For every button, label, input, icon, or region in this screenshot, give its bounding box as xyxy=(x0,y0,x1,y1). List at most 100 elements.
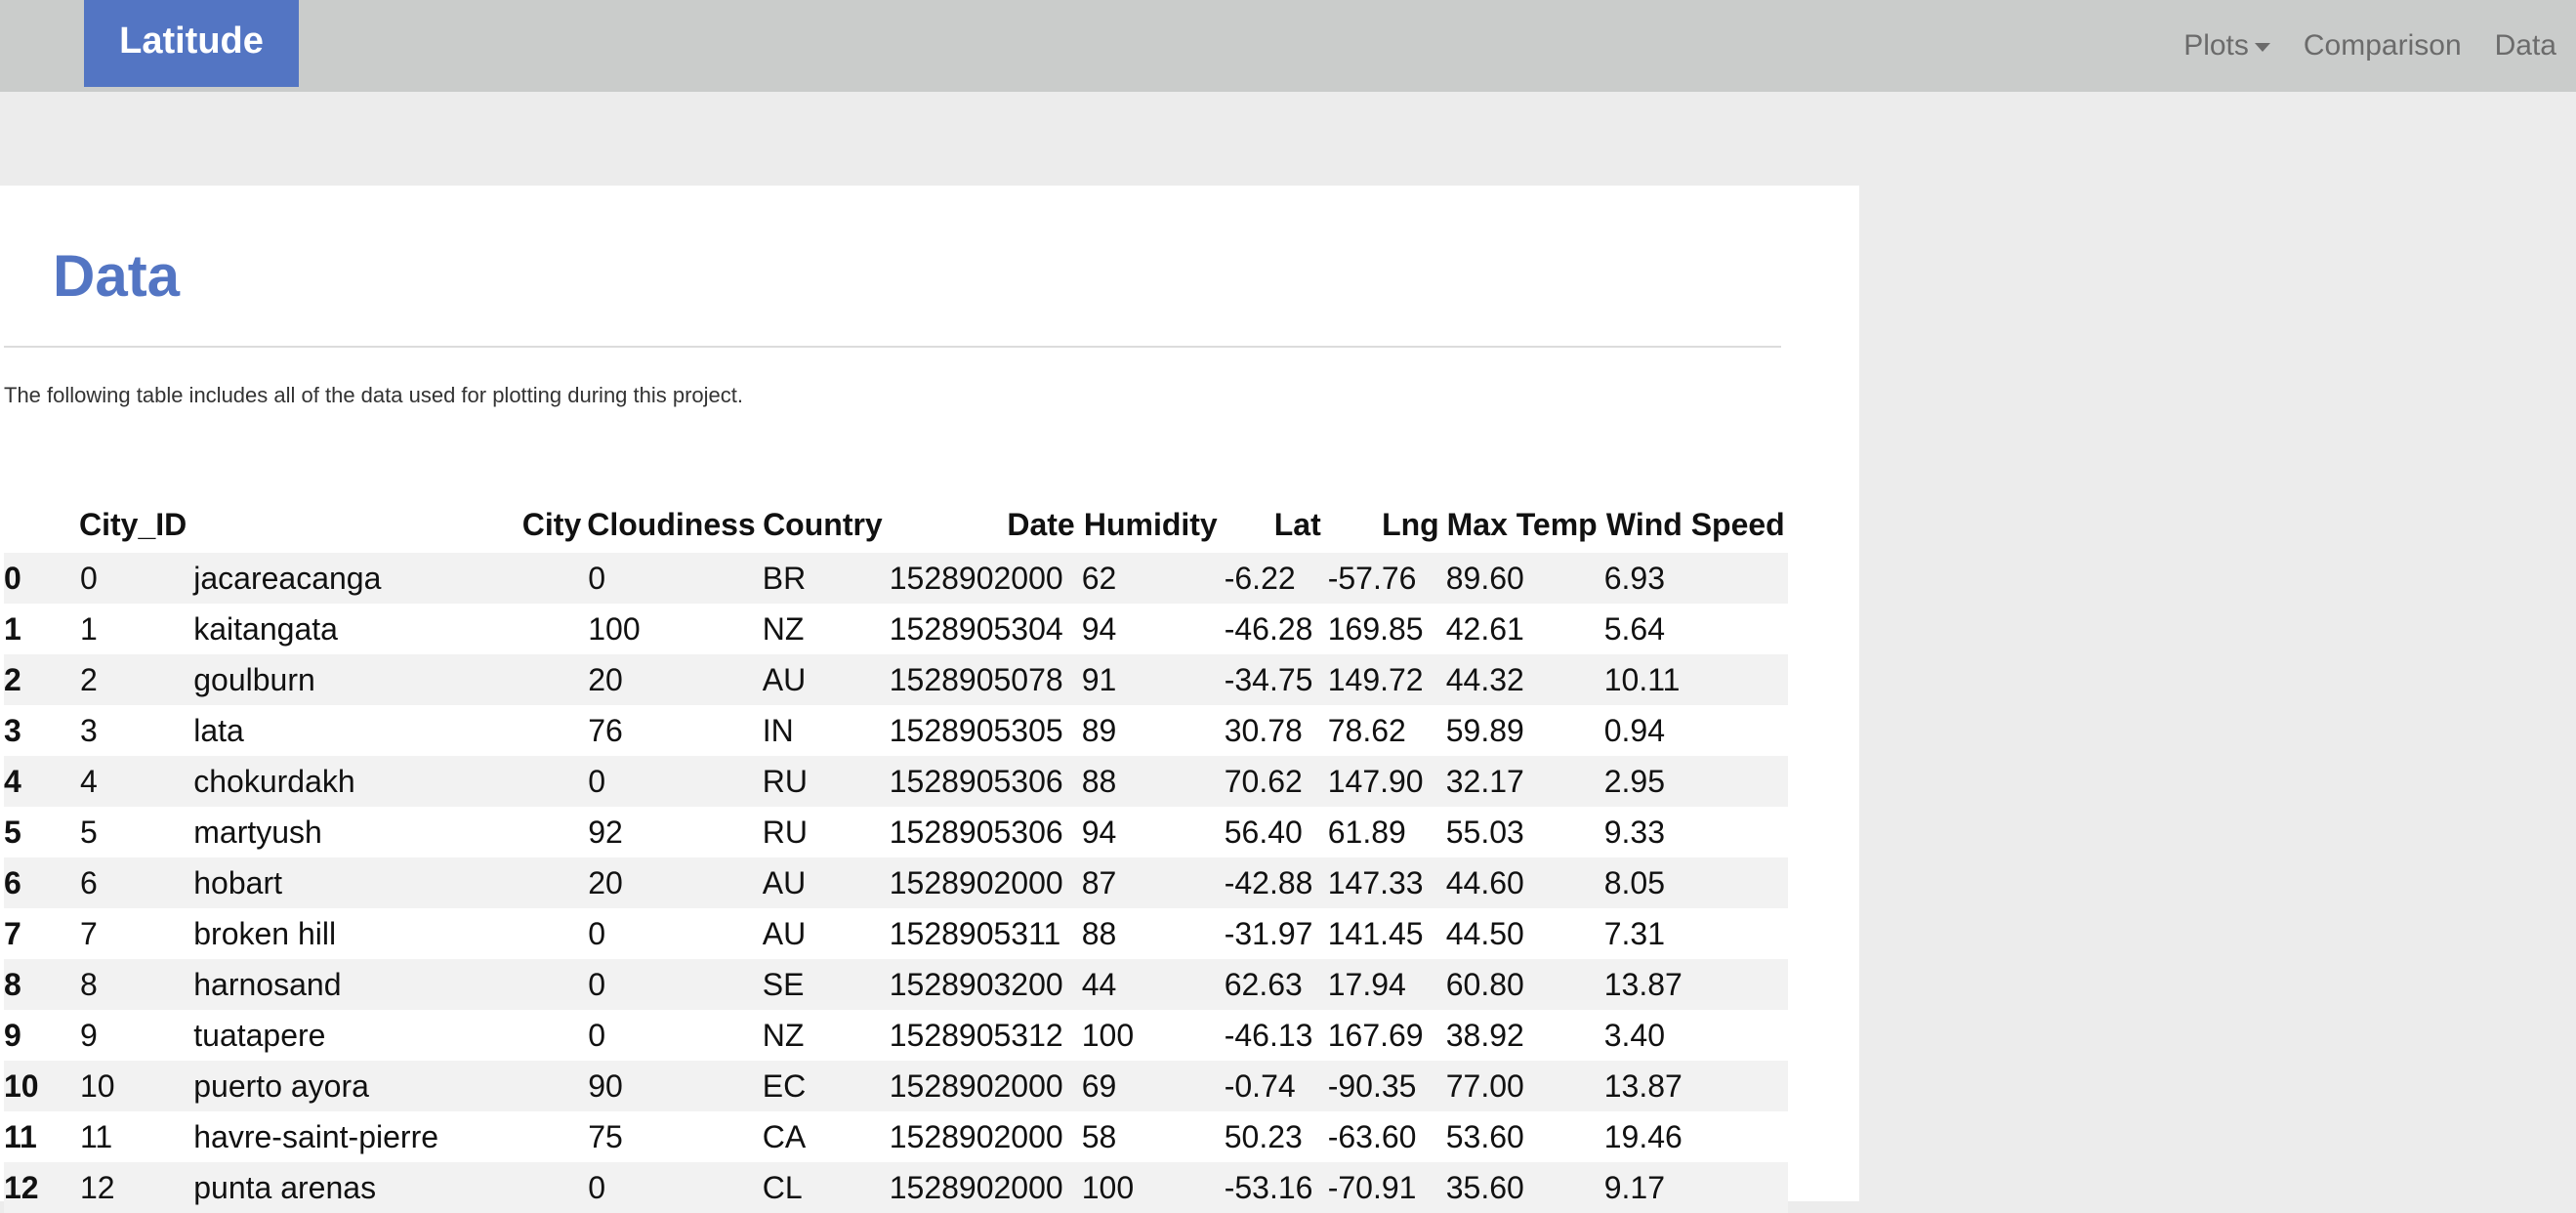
table-cell: NZ xyxy=(762,1017,805,1053)
table-cell: CA xyxy=(762,1118,807,1154)
table-row: 12 12 punta arenas 0 CL 1528902000 100 -53.16 -7… xyxy=(4,1162,1788,1213)
table-row: 0 0 jacareacanga 0 BR 1528902000 62 -6.22 -57.76… xyxy=(4,553,1788,604)
table-cell: 50.23 xyxy=(1224,1118,1303,1154)
table-cell: NZ xyxy=(762,610,805,647)
column-header: Date xyxy=(1007,506,1075,542)
table-cell: -63.60 xyxy=(1327,1118,1417,1154)
table-row: 1 1 kaitangata 100 NZ 1528905304 94 -46.28 169.8… xyxy=(4,604,1788,654)
table-cell: 11 xyxy=(80,1118,113,1154)
table-cell: 1528905306 xyxy=(889,763,1063,799)
table-cell: 100 xyxy=(588,610,641,647)
row-index: 7 xyxy=(4,915,21,951)
row-index: 8 xyxy=(4,966,21,1002)
table-cell: 149.72 xyxy=(1327,661,1424,697)
table-cell: AU xyxy=(762,915,807,951)
table-cell: kaitangata xyxy=(193,610,338,647)
table-cell: 55.03 xyxy=(1445,814,1524,850)
table-cell: 56.40 xyxy=(1224,814,1303,850)
table-cell: 1528905312 xyxy=(889,1017,1063,1053)
table-cell: 0 xyxy=(588,1169,606,1205)
nav-comparison-link[interactable]: Comparison xyxy=(2303,29,2462,62)
table-cell: 9.17 xyxy=(1603,1169,1665,1205)
table-cell: 13.87 xyxy=(1603,1067,1683,1104)
row-index: 5 xyxy=(4,814,21,850)
table-cell: 20 xyxy=(588,661,623,697)
table-cell: 5 xyxy=(80,814,98,850)
table-cell: 10.11 xyxy=(1603,661,1681,697)
column-header: Country xyxy=(763,506,883,542)
divider xyxy=(4,346,1781,348)
table-cell: 70.62 xyxy=(1224,763,1303,799)
header-row: City_ID City Cloudiness Country Date Humidity… xyxy=(4,496,1788,553)
table-cell: chokurdakh xyxy=(193,763,355,799)
table-cell: AU xyxy=(762,864,807,900)
table-row: 11 11 havre-saint-pierre 75 CA 1528902000 58 50… xyxy=(4,1111,1788,1162)
table-cell: punta arenas xyxy=(193,1169,377,1205)
table-cell: 3.40 xyxy=(1603,1017,1665,1053)
table-cell: 10 xyxy=(80,1067,115,1104)
table-cell: -70.91 xyxy=(1327,1169,1417,1205)
table-cell: 69 xyxy=(1081,1067,1117,1104)
page-description: The following table includes all of the … xyxy=(4,383,744,407)
column-header: Humidity xyxy=(1083,506,1218,542)
row-index: 2 xyxy=(4,661,21,697)
table-cell: 78.62 xyxy=(1327,712,1406,748)
table-cell: 88 xyxy=(1081,763,1117,799)
table-cell: 13.87 xyxy=(1603,966,1683,1002)
table-cell: 1 xyxy=(80,610,98,647)
table-cell: -90.35 xyxy=(1327,1067,1417,1104)
row-index: 3 xyxy=(4,712,21,748)
table-cell: RU xyxy=(762,763,808,799)
table-cell: -57.76 xyxy=(1327,560,1417,596)
table-cell: 87 xyxy=(1081,864,1117,900)
table-cell: 75 xyxy=(588,1118,623,1154)
table-cell: 88 xyxy=(1081,915,1117,951)
caret-down-icon xyxy=(2254,42,2270,52)
column-header: Cloudiness xyxy=(587,506,756,542)
table-cell: 0.94 xyxy=(1603,712,1665,748)
table-cell: 1528905306 xyxy=(889,814,1063,850)
table-cell: 147.90 xyxy=(1327,763,1424,799)
table-row: 3 3 lata 76 IN 1528905305 89 30.78 78.62 59.89 0.9… xyxy=(4,705,1788,756)
table-row: 10 10 puerto ayora 90 EC 1528902000 69 -0.74 -90… xyxy=(4,1061,1788,1111)
table-cell: havre-saint-pierre xyxy=(193,1118,439,1154)
table-cell: 76 xyxy=(588,712,623,748)
table-cell: 141.45 xyxy=(1327,915,1424,951)
nav-plots-dropdown[interactable]: Plots xyxy=(2183,29,2270,63)
table-cell: 8 xyxy=(80,966,98,1002)
table-row: 8 8 harnosand 0 SE 1528903200 44 62.63 17.94 60.8… xyxy=(4,959,1788,1010)
table-cell: 147.33 xyxy=(1327,864,1424,900)
column-header: City xyxy=(521,506,582,542)
table-cell: RU xyxy=(762,814,808,850)
table-cell: 1528905311 xyxy=(889,915,1061,951)
table-cell: 19.46 xyxy=(1603,1118,1683,1154)
table-cell: harnosand xyxy=(193,966,342,1002)
table-cell: 38.92 xyxy=(1445,1017,1524,1053)
table-cell: IN xyxy=(762,712,794,748)
brand-logo[interactable]: Latitude xyxy=(84,0,299,87)
table-cell: 3 xyxy=(80,712,98,748)
table-cell: -42.88 xyxy=(1224,864,1313,900)
table-header: City_ID City Cloudiness Country Date Humidity… xyxy=(4,496,1788,553)
row-index: 10 xyxy=(4,1067,39,1104)
table-cell: 89.60 xyxy=(1445,560,1524,596)
table-cell: -53.16 xyxy=(1224,1169,1313,1205)
table-cell: -46.13 xyxy=(1224,1017,1313,1053)
nav-data-link[interactable]: Data xyxy=(2494,29,2556,62)
table-cell: 53.60 xyxy=(1445,1118,1524,1154)
table-cell: 62 xyxy=(1081,560,1117,596)
table-cell: 2.95 xyxy=(1603,763,1665,799)
row-index: 6 xyxy=(4,864,21,900)
table-cell: 9.33 xyxy=(1603,814,1665,850)
column-header: Lat xyxy=(1273,506,1321,542)
table-cell: 5.64 xyxy=(1603,610,1665,647)
table-cell: 62.63 xyxy=(1224,966,1303,1002)
table-cell: 0 xyxy=(588,1017,606,1053)
table-cell: 60.80 xyxy=(1445,966,1524,1002)
table-cell: hobart xyxy=(193,864,282,900)
row-index: 12 xyxy=(4,1169,39,1205)
table-cell: 44 xyxy=(1081,966,1117,1002)
table-cell: 1528905305 xyxy=(889,712,1063,748)
table-cell: 58 xyxy=(1081,1118,1117,1154)
page-title: Data xyxy=(53,243,181,309)
